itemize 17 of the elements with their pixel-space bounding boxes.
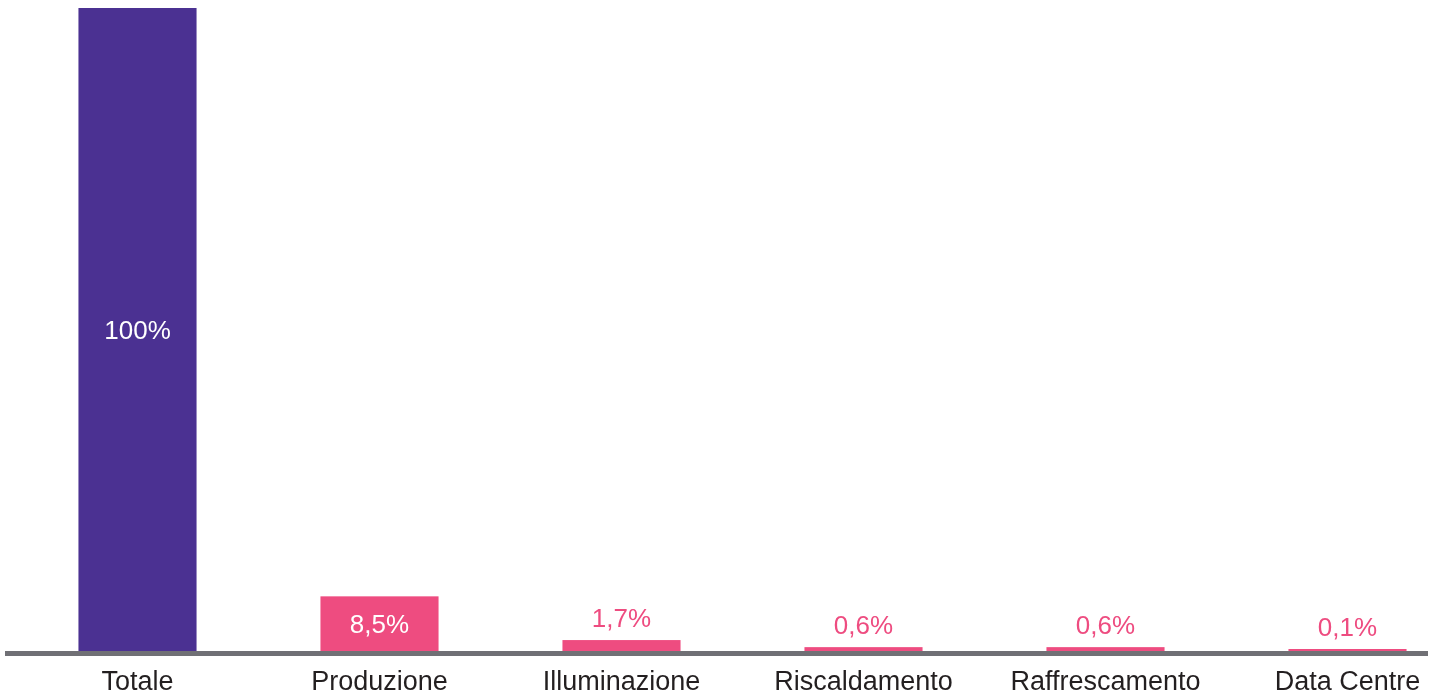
bar xyxy=(320,596,439,651)
data-label: 1,7% xyxy=(591,603,652,634)
bar xyxy=(804,647,923,651)
bar xyxy=(562,640,681,651)
bar xyxy=(78,8,197,651)
x-tick-label: Totale xyxy=(101,666,174,696)
x-tick-label: Produzione xyxy=(311,666,448,696)
x-tick-label: Data Centre xyxy=(1274,666,1421,696)
data-label: 8,5% xyxy=(349,608,410,639)
data-label: 100% xyxy=(104,314,171,345)
x-tick-label: Illuminazione xyxy=(542,666,701,696)
x-tick-label: Raffrescamento xyxy=(1010,666,1201,696)
bar xyxy=(1046,647,1165,651)
data-label: 0,6% xyxy=(1075,610,1136,641)
x-tick-label: Riscaldamento xyxy=(774,666,953,696)
data-label: 0,6% xyxy=(833,610,894,641)
data-label: 0,1% xyxy=(1317,612,1378,642)
